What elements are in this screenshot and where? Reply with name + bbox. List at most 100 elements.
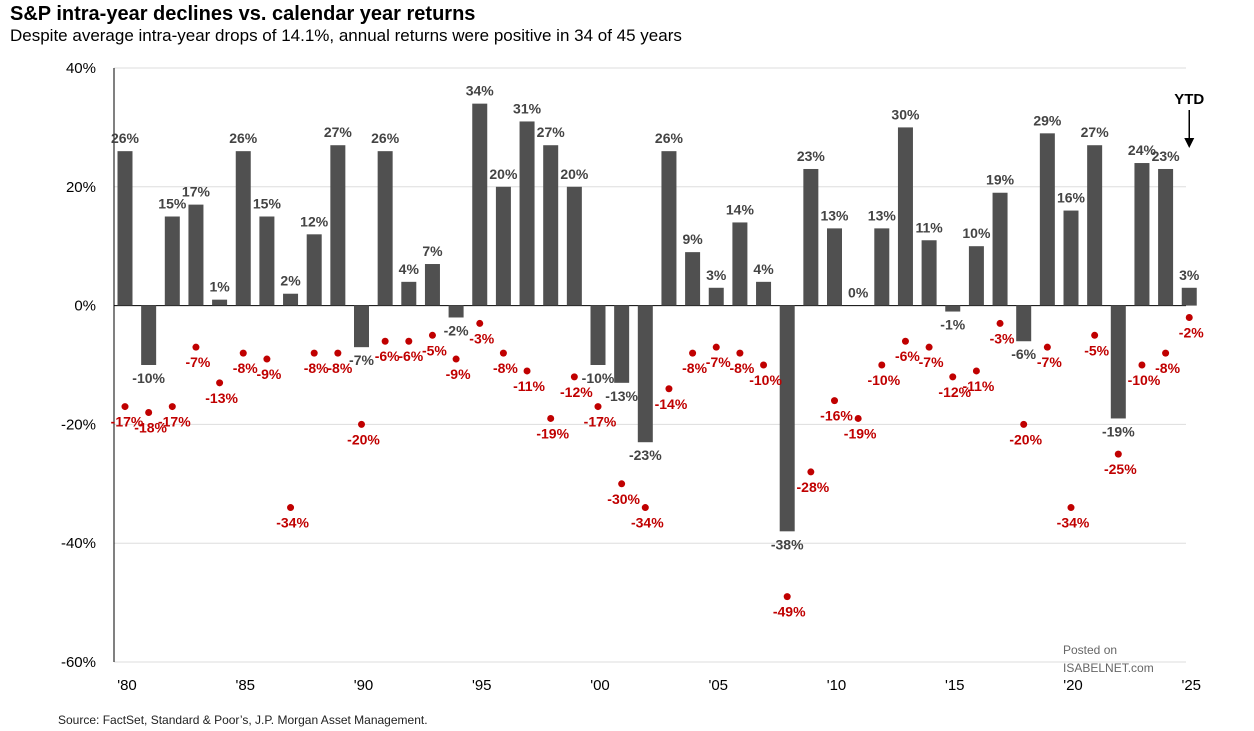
return-bar: [1110, 305, 1126, 419]
decline-label: -9%: [446, 366, 471, 382]
decline-dot: [168, 403, 176, 411]
return-label: -19%: [1102, 423, 1135, 439]
return-label: 24%: [1128, 142, 1157, 158]
decline-dot: [121, 403, 129, 411]
decline-dot: [878, 361, 886, 369]
decline-label: -3%: [990, 330, 1015, 346]
return-bar: [827, 228, 842, 306]
chart-subtitle: Despite average intra-year drops of 14.1…: [10, 26, 682, 45]
return-label: -7%: [349, 352, 374, 368]
decline-label: -8%: [233, 360, 258, 376]
decline-label: -8%: [682, 360, 707, 376]
y-tick-label: 0%: [74, 298, 96, 315]
y-tick-label: -20%: [61, 416, 96, 433]
return-label: 20%: [489, 166, 518, 182]
y-tick-label: -60%: [61, 654, 96, 671]
decline-dot: [1138, 361, 1146, 369]
decline-label: -12%: [938, 384, 971, 400]
return-bar: [259, 216, 275, 306]
decline-dot: [1067, 504, 1075, 512]
decline-dot: [831, 397, 838, 405]
return-bar: [448, 305, 464, 318]
decline-label: -10%: [1128, 372, 1161, 388]
decline-dot: [145, 409, 153, 417]
decline-dot: [594, 403, 602, 411]
decline-dot: [263, 355, 271, 363]
return-bar: [117, 151, 133, 306]
decline-label: -17%: [584, 414, 617, 430]
return-label: 13%: [868, 207, 897, 223]
return-label: 27%: [324, 124, 353, 140]
return-label: 27%: [537, 124, 566, 140]
decline-dot: [665, 385, 673, 393]
decline-dot: [807, 468, 815, 476]
return-bar: [543, 145, 559, 306]
x-tick-label: '95: [472, 677, 492, 694]
decline-dot: [618, 480, 626, 488]
decline-label: -19%: [844, 425, 877, 441]
return-bar: [779, 305, 795, 532]
decline-label: -18%: [134, 420, 167, 436]
x-tick-label: '00: [590, 677, 610, 694]
return-bar: [637, 305, 653, 443]
return-bar: [708, 287, 724, 306]
return-bar: [1181, 287, 1197, 306]
decline-dot: [239, 349, 247, 357]
decline-label: -7%: [919, 354, 944, 370]
decline-label: -10%: [749, 372, 782, 388]
decline-label: -17%: [158, 414, 191, 430]
return-bar: [685, 252, 701, 306]
return-label: 0%: [848, 285, 869, 301]
decline-label: -34%: [276, 515, 309, 531]
return-bar: [945, 305, 961, 312]
decline-label: -5%: [422, 342, 447, 358]
decline-dot: [216, 379, 224, 387]
return-label: 14%: [726, 201, 755, 217]
decline-label: -20%: [347, 431, 380, 447]
return-label: 17%: [182, 184, 211, 200]
decline-dot: [381, 337, 389, 345]
return-bar: [330, 145, 346, 306]
return-label: 20%: [560, 166, 589, 182]
decline-dot: [452, 355, 460, 363]
decline-label: -14%: [655, 396, 688, 412]
return-label: -6%: [1011, 346, 1036, 362]
return-bar: [212, 299, 228, 306]
return-label: 15%: [253, 196, 282, 212]
return-label: 16%: [1057, 190, 1086, 206]
return-label: 15%: [158, 196, 187, 212]
decline-label: -30%: [607, 491, 640, 507]
decline-dot: [310, 349, 318, 357]
decline-label: -9%: [256, 366, 281, 382]
return-bar: [1016, 305, 1032, 342]
decline-label: -12%: [560, 384, 593, 400]
return-label: 10%: [962, 225, 991, 241]
decline-label: -6%: [398, 348, 423, 364]
decline-dot: [1091, 331, 1099, 339]
y-tick-label: 40%: [66, 60, 96, 77]
return-label: 12%: [300, 213, 329, 229]
decline-dot: [689, 349, 697, 357]
decline-dot: [499, 349, 507, 357]
return-label: 26%: [371, 130, 400, 146]
decline-label: -20%: [1009, 431, 1042, 447]
return-bar: [992, 192, 1008, 306]
decline-label: -19%: [536, 425, 569, 441]
decline-dot: [405, 337, 413, 345]
decline-label: -8%: [304, 360, 329, 376]
decline-dot: [192, 343, 200, 351]
decline-label: -49%: [773, 604, 806, 620]
decline-dot: [523, 367, 531, 375]
decline-label: -34%: [631, 515, 664, 531]
return-bar: [732, 222, 748, 306]
return-bar: [283, 293, 299, 306]
return-bar: [803, 168, 819, 306]
return-bar: [141, 305, 157, 365]
x-tick-label: '20: [1063, 677, 1083, 694]
return-bar: [188, 204, 204, 306]
decline-dot: [901, 337, 909, 345]
return-label: 26%: [229, 130, 258, 146]
return-label: 23%: [797, 148, 826, 164]
return-label: 7%: [422, 243, 443, 259]
